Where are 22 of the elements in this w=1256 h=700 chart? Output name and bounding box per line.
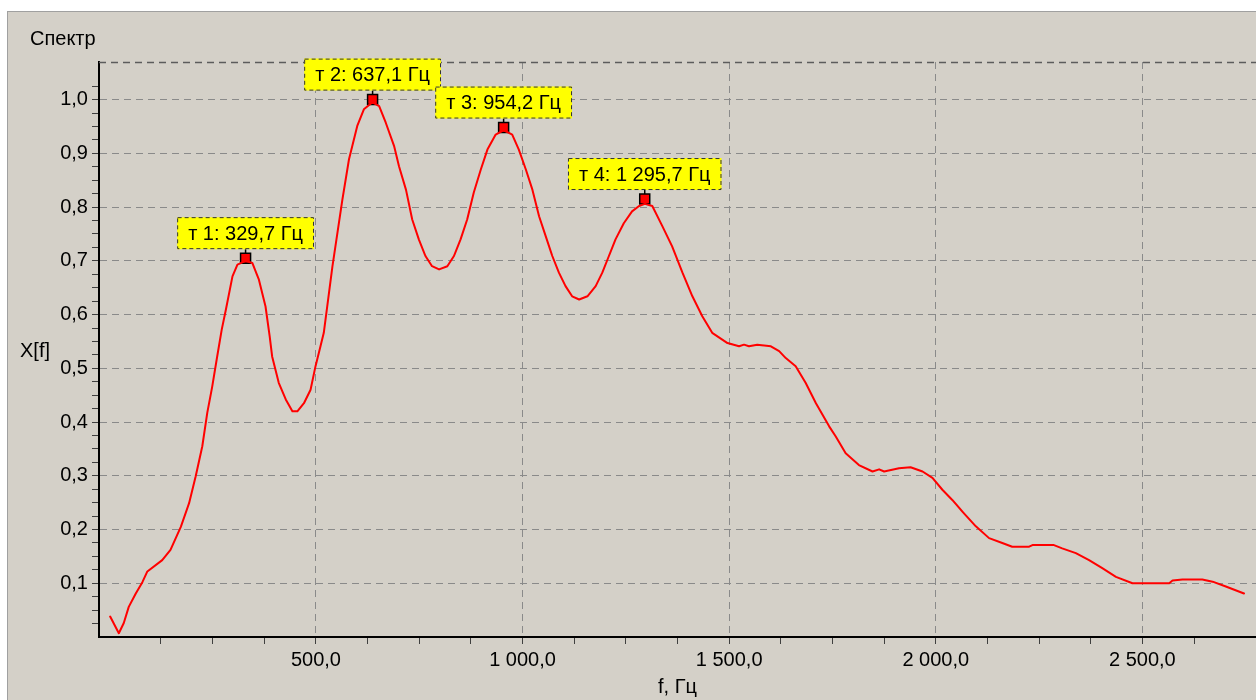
x-tick-label: 1 500,0 xyxy=(695,647,763,670)
x-axis-title: f, Гц xyxy=(657,674,698,698)
x-tick-label: 1 000,0 xyxy=(489,647,556,670)
annotation: т 1: 329,7 Гц xyxy=(188,221,303,244)
chart-title: Спектр xyxy=(30,26,96,50)
y-tick-label: 0,6 xyxy=(60,302,88,325)
y-tick-label: 0,4 xyxy=(60,409,88,432)
x-tick-label: 2 500,0 xyxy=(1109,647,1176,670)
annotation: т 3: 954,2 Гц xyxy=(446,91,562,114)
y-tick-label: 0,9 xyxy=(60,140,88,163)
y-axis-title: X[f] xyxy=(20,337,51,362)
y-tick-label: 0,1 xyxy=(60,570,88,593)
y-tick-label: 0,5 xyxy=(60,355,88,378)
y-tick-label: 0,2 xyxy=(60,517,88,540)
x-tick-label: 2 000,0 xyxy=(902,647,970,670)
annotation: т 4: 1 295,7 Гц xyxy=(578,162,711,185)
y-tick-label: 1,0 xyxy=(60,87,88,110)
y-tick-label: 0,7 xyxy=(60,248,88,271)
y-tick-label: 0,8 xyxy=(60,194,88,217)
annotation: т 2: 637,1 Гц xyxy=(315,63,431,86)
x-tick-label: 500,0 xyxy=(290,647,341,670)
y-tick-label: 0,3 xyxy=(60,463,88,486)
